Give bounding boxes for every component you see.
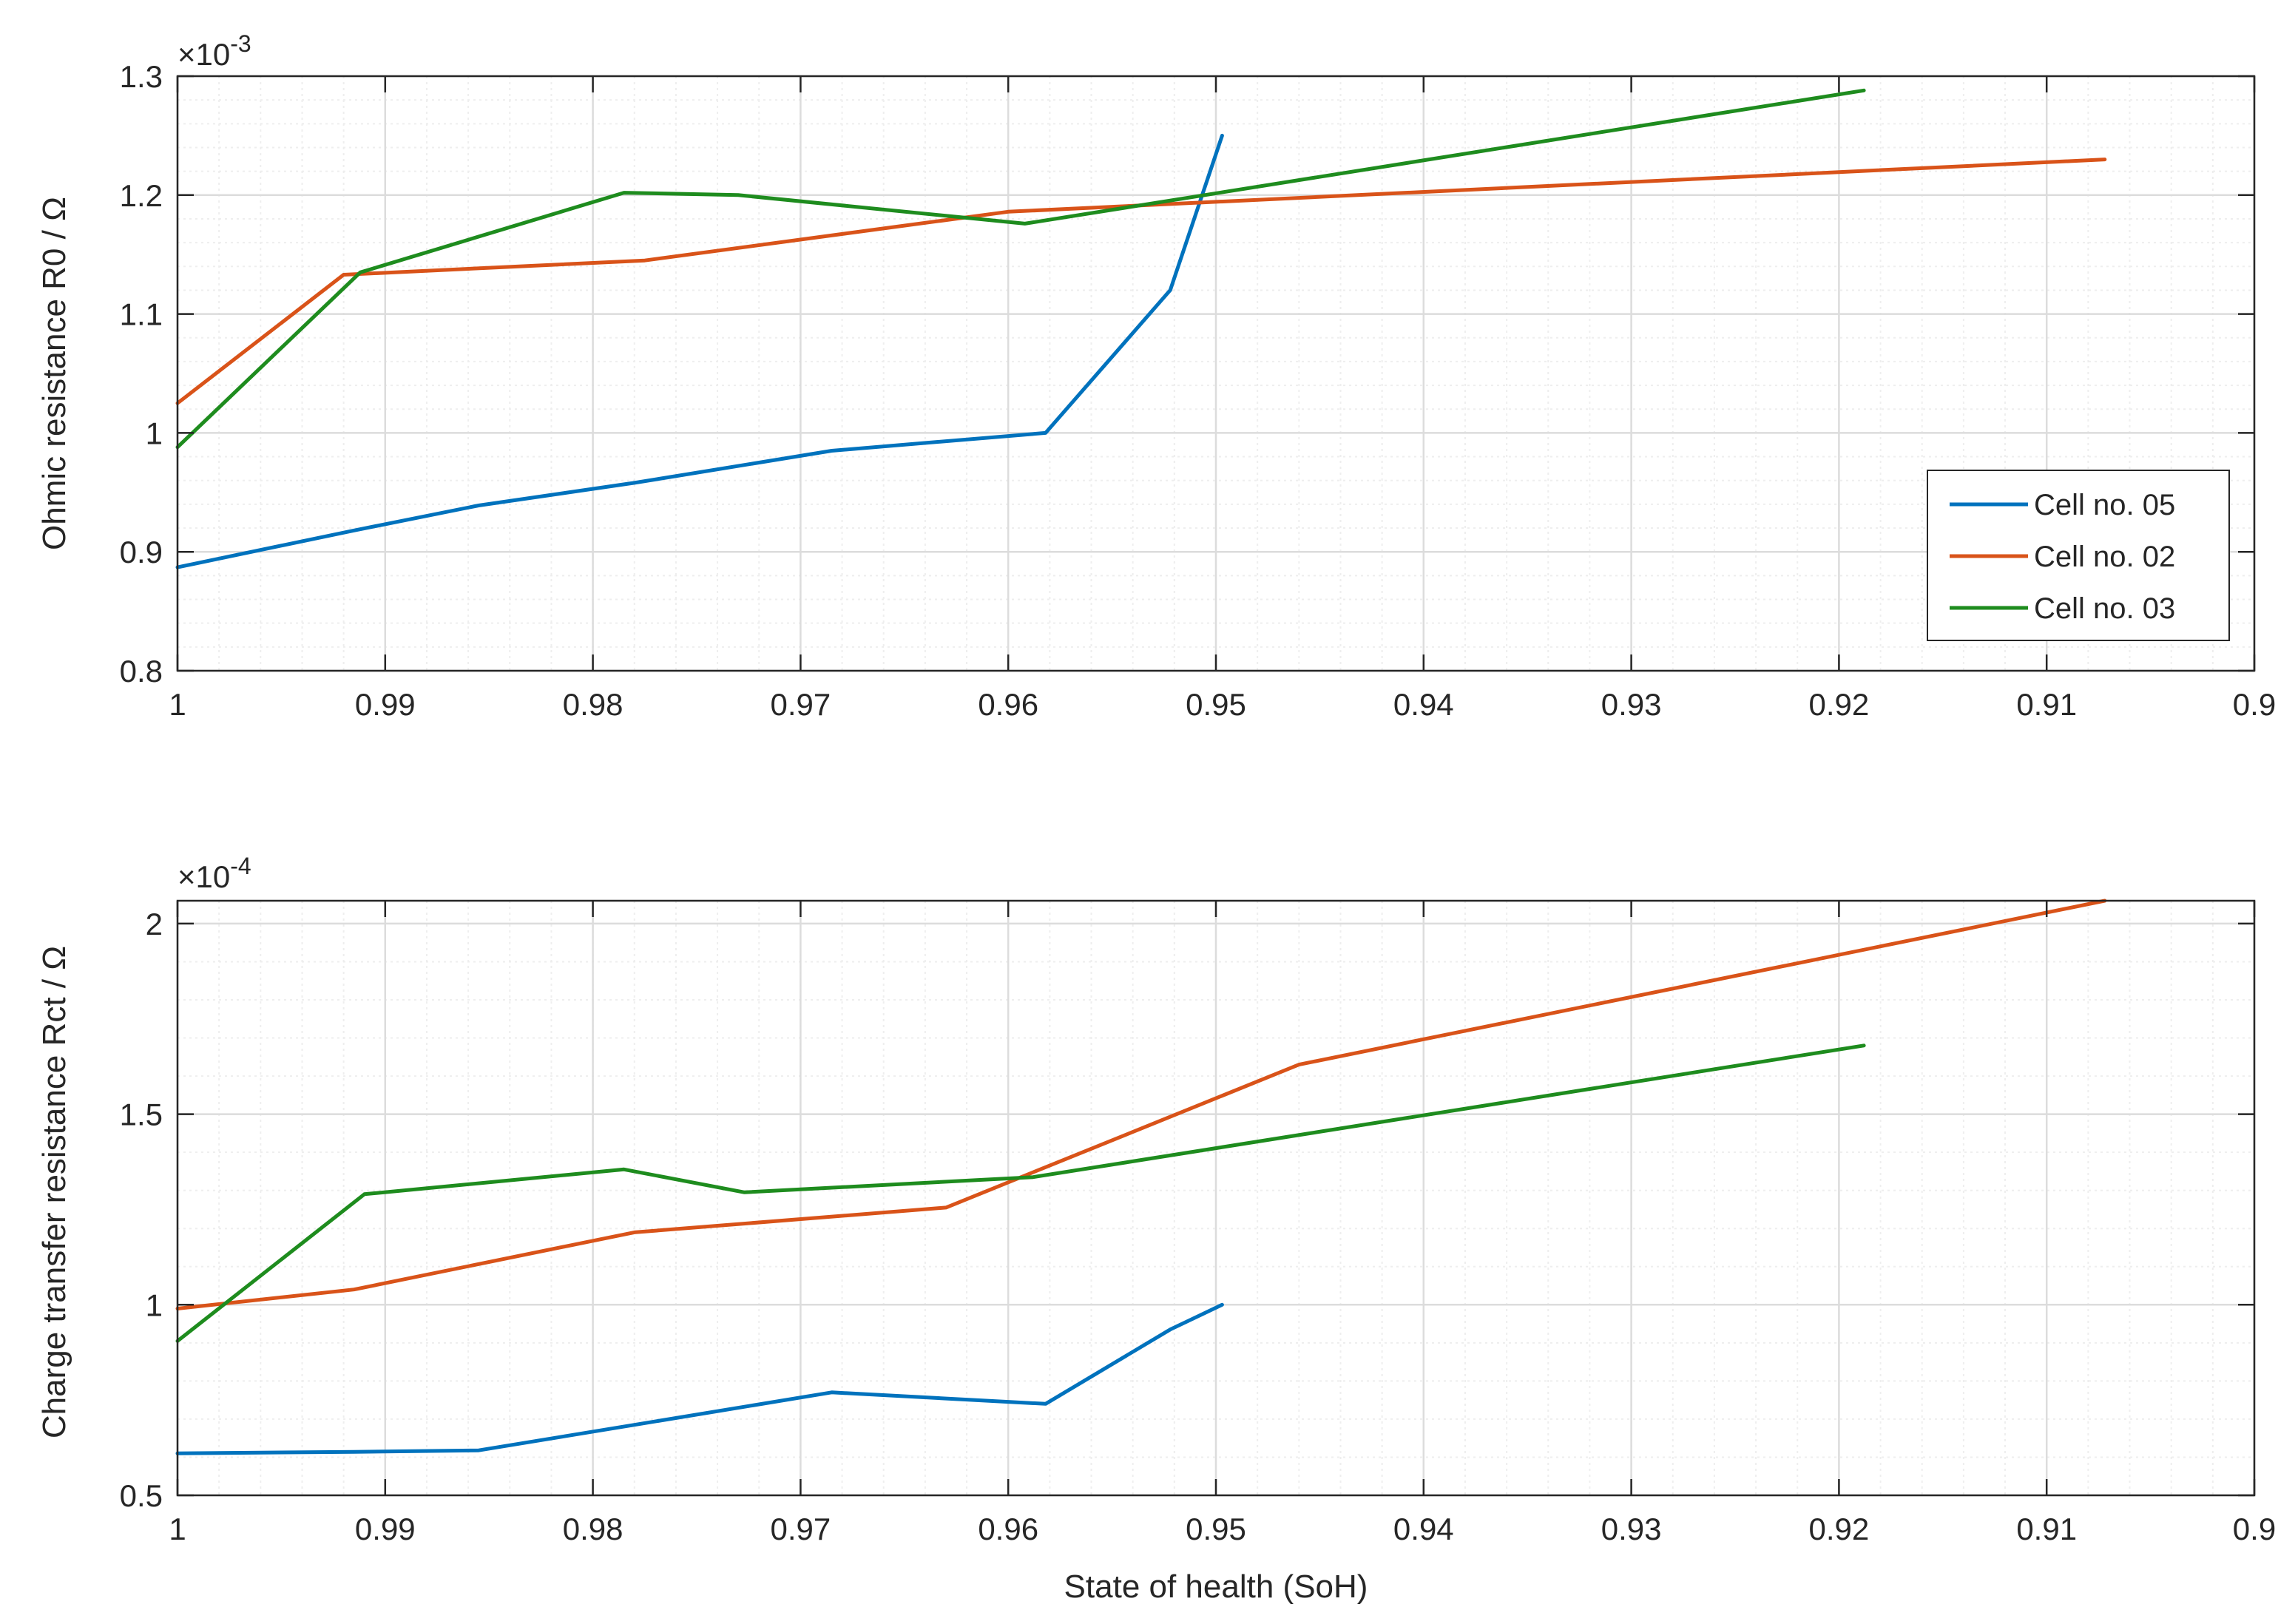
x-tick-label: 0.98 xyxy=(563,687,623,722)
y-axis-label: Ohmic resistance R0 / Ω xyxy=(36,197,72,550)
panel-charge-transfer-resistance: 1 0.99 0.98 0.97 0.96 0.95 0.94 0.93 0.92 0.91 0.9… xyxy=(36,853,2276,1605)
y-tick-label: 1.5 xyxy=(120,1097,163,1132)
x-tick-label: 0.99 xyxy=(355,687,416,722)
axes-box xyxy=(176,75,2256,672)
y-exponent-label: ×10-3 xyxy=(178,30,251,72)
x-tick-label: 0.96 xyxy=(978,687,1038,722)
axes-frame xyxy=(176,75,2256,672)
y-tick-label: 0.9 xyxy=(120,535,163,569)
x-axis-label: State of health (SoH) xyxy=(1064,1569,1368,1605)
series-lines xyxy=(175,88,2107,569)
panel-ohmic-resistance: 1 0.99 0.98 0.97 0.96 0.95 0.94 0.93 0.92 0.91 0.9… xyxy=(36,30,2276,722)
x-tick-label: 0.94 xyxy=(1393,687,1454,722)
x-tick-label: 0.92 xyxy=(1809,1512,1870,1546)
grid xyxy=(176,75,2256,672)
x-tick-label: 0.94 xyxy=(1393,1512,1454,1546)
y-tick-label: 1 xyxy=(146,416,163,450)
legend: Cell no. 05 Cell no. 02 Cell no. 03 xyxy=(1927,470,2230,641)
x-tick-label: 1 xyxy=(169,1512,186,1546)
tick-labels: 1 0.99 0.98 0.97 0.96 0.95 0.94 0.93 0.92 0.91 0.9… xyxy=(120,59,2277,722)
x-tick-label: 0.91 xyxy=(2016,1512,2077,1546)
x-tick-label: 0.97 xyxy=(771,687,831,722)
axes-box xyxy=(176,899,2256,1497)
legend-label: Cell no. 05 xyxy=(2034,489,2175,521)
axes-frame xyxy=(176,899,2256,1497)
x-tick-label: 0.9 xyxy=(2233,1512,2276,1546)
x-tick-label: 0.95 xyxy=(1186,687,1246,722)
x-tick-label: 0.96 xyxy=(978,1512,1038,1546)
x-tick-label: 0.92 xyxy=(1809,687,1870,722)
y-exponent-label: ×10-4 xyxy=(178,853,251,894)
x-tick-label: 0.93 xyxy=(1601,687,1662,722)
x-tick-label: 0.9 xyxy=(2233,687,2276,722)
y-tick-label: 1.3 xyxy=(120,59,163,94)
series-line-cell-no-02 xyxy=(175,158,2107,405)
y-tick-label: 0.8 xyxy=(120,654,163,688)
series-line-cell-no-03 xyxy=(175,1043,1866,1343)
series-line-cell-no-02 xyxy=(175,899,2107,1310)
y-tick-label: 1.2 xyxy=(120,178,163,213)
x-tick-label: 0.93 xyxy=(1601,1512,1662,1546)
x-tick-label: 1 xyxy=(169,687,186,722)
series-line-cell-no-05 xyxy=(175,133,1224,569)
x-tick-label: 0.91 xyxy=(2016,687,2077,722)
x-tick-label: 0.95 xyxy=(1186,1512,1246,1546)
y-tick-label: 0.5 xyxy=(120,1478,163,1513)
legend-label: Cell no. 03 xyxy=(2034,592,2175,625)
legend-label: Cell no. 02 xyxy=(2034,541,2175,573)
series-lines xyxy=(175,899,2107,1455)
series-line-cell-no-05 xyxy=(175,1302,1224,1455)
y-tick-label: 1.1 xyxy=(120,297,163,332)
y-tick-label: 2 xyxy=(146,907,163,941)
x-tick-label: 0.98 xyxy=(563,1512,623,1546)
x-tick-label: 0.97 xyxy=(771,1512,831,1546)
x-tick-label: 0.99 xyxy=(355,1512,416,1546)
y-tick-label: 1 xyxy=(146,1288,163,1322)
tick-labels: 1 0.99 0.98 0.97 0.96 0.95 0.94 0.93 0.92 0.91 0.9… xyxy=(120,907,2277,1546)
y-axis-label: Charge transfer resistance Rct / Ω xyxy=(36,946,72,1438)
series-line-cell-no-03 xyxy=(175,88,1866,450)
